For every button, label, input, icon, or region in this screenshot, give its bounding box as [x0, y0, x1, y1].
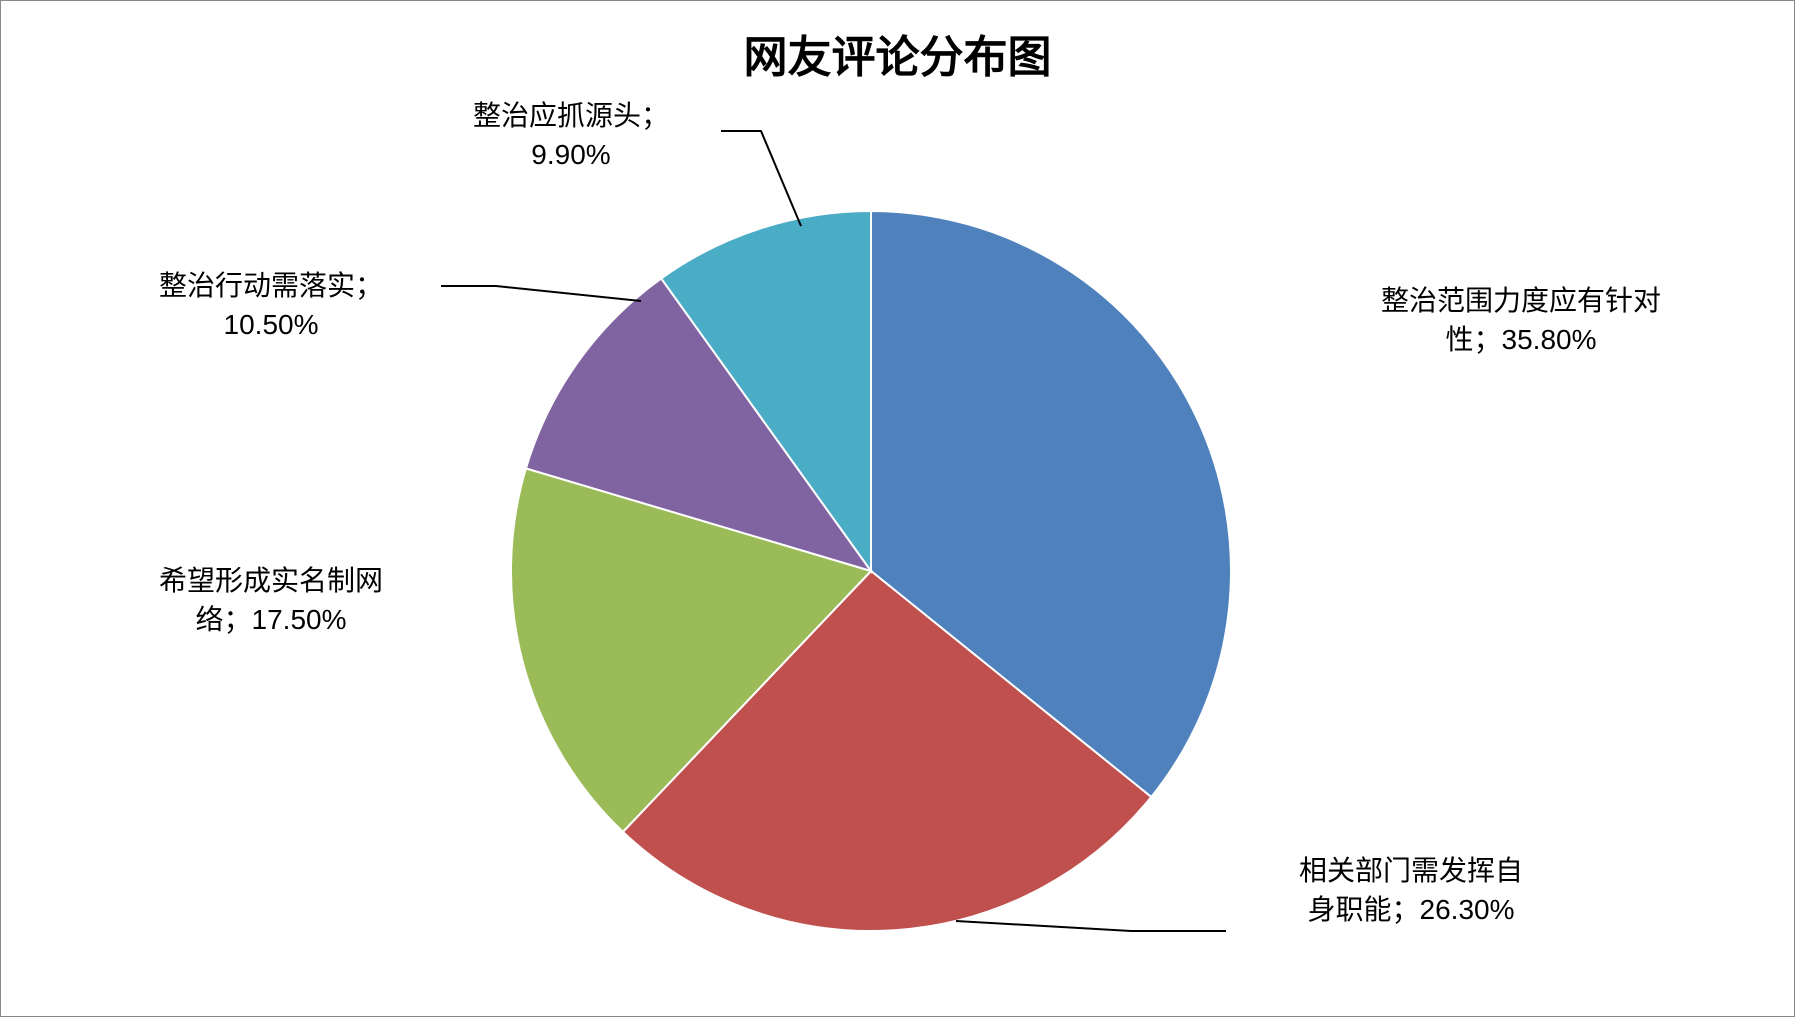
leader-line-1 — [956, 921, 1226, 931]
leader-line-4 — [721, 131, 801, 226]
slice-label-2: 希望形成实名制网 络；17.50% — [91, 561, 451, 639]
slice-label-4: 整治应抓源头； 9.90% — [421, 96, 721, 174]
slice-label-3: 整治行动需落实； 10.50% — [101, 266, 441, 344]
slice-label-1: 相关部门需发挥自 身职能；26.30% — [1231, 851, 1591, 929]
leader-line-3 — [441, 286, 641, 301]
chart-container: 网友评论分布图 整治范围力度应有针对 性；35.80%相关部门需发挥自 身职能；… — [0, 0, 1795, 1017]
slice-label-0: 整治范围力度应有针对 性；35.80% — [1311, 281, 1731, 359]
